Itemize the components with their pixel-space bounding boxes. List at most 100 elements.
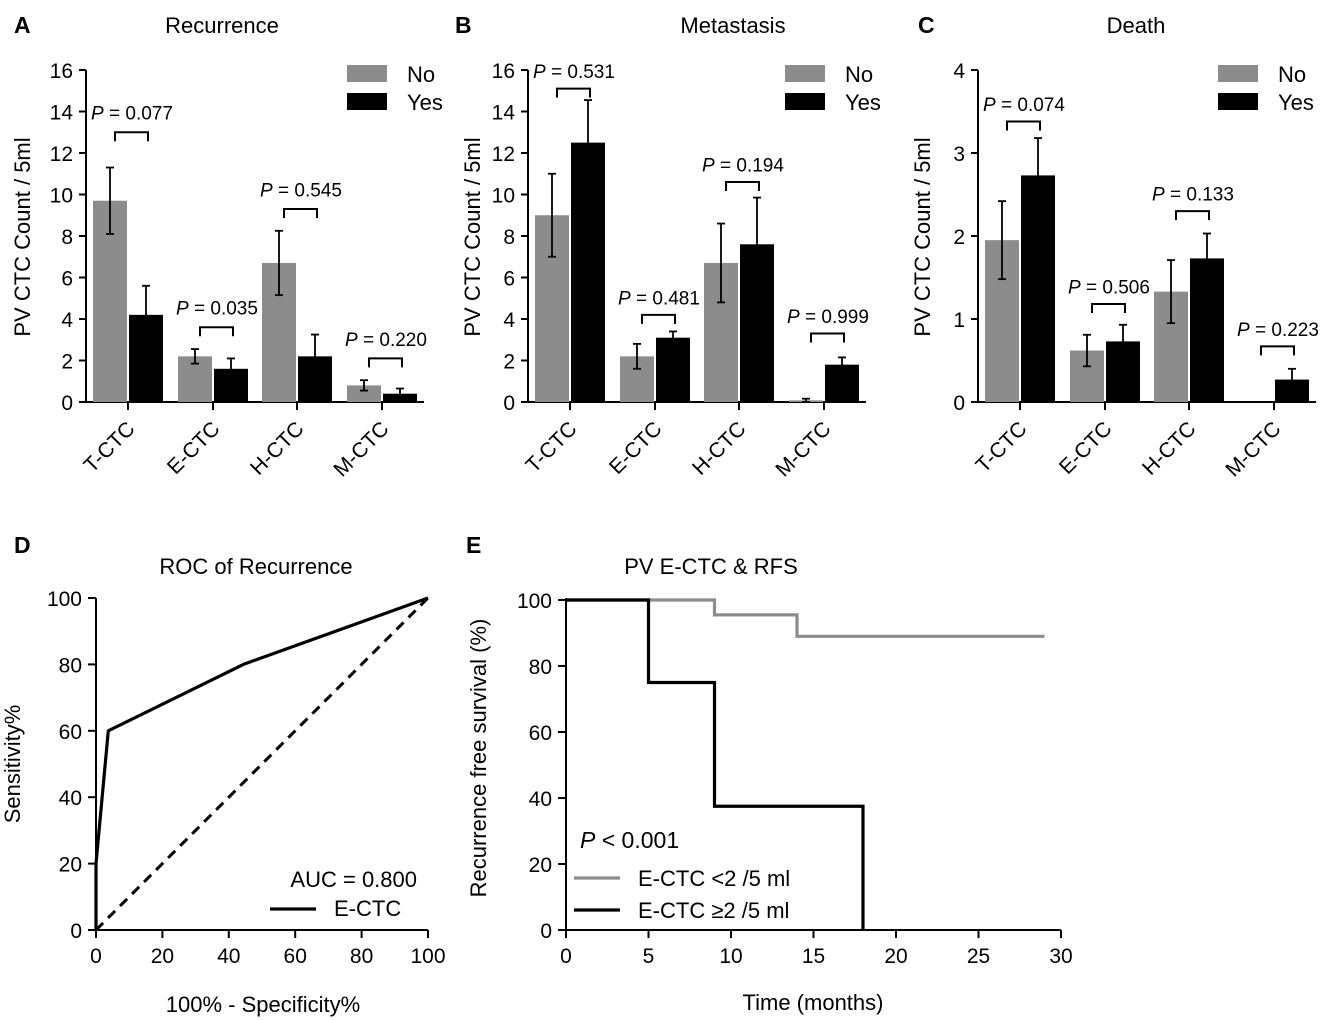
x-tick-label: M-CTC xyxy=(771,417,835,481)
legend-label-yes: Yes xyxy=(1278,90,1314,115)
p-symbol: P xyxy=(983,95,996,116)
p-value-label: P = 0.531 xyxy=(533,62,615,83)
y-tick-label: 14 xyxy=(492,102,516,125)
p-symbol: P xyxy=(91,104,104,125)
significance-bracket xyxy=(283,208,318,219)
p-value: = 0.223 xyxy=(1250,320,1319,341)
p-symbol: P xyxy=(787,307,800,328)
legend-swatch-no xyxy=(785,65,825,82)
chart-title: Recurrence xyxy=(165,13,279,38)
x-tick-label: 100 xyxy=(410,945,445,968)
y-axis-label: PV CTC Count / 5ml xyxy=(460,137,485,336)
y-tick-label: 80 xyxy=(529,656,552,679)
x-tick-label: 15 xyxy=(802,945,825,968)
p-symbol: P xyxy=(176,299,189,320)
p-value-label: P = 0.545 xyxy=(260,180,342,201)
survival-curve-high xyxy=(566,598,865,930)
legend-label-yes: Yes xyxy=(845,90,881,115)
y-axis-label: PV CTC Count / 5ml xyxy=(910,137,935,336)
y-tick-label: 14 xyxy=(50,102,74,125)
significance-bracket xyxy=(368,357,403,368)
p-value-label: P = 0.223 xyxy=(1237,320,1319,341)
y-tick-label: 4 xyxy=(61,309,73,332)
y-tick-label: 10 xyxy=(492,185,515,208)
x-axis-label: 100% - Specificity% xyxy=(166,992,360,1017)
y-tick-label: 2 xyxy=(503,351,515,374)
x-tick-label: 20 xyxy=(151,945,174,968)
p-value-label: P = 0.074 xyxy=(983,95,1065,116)
panel-letter: A xyxy=(14,12,31,38)
significance-bracket xyxy=(199,326,234,337)
significance-bracket xyxy=(1260,345,1295,356)
x-tick-label: 40 xyxy=(217,945,240,968)
legend-label-yes: Yes xyxy=(407,90,443,115)
y-tick-label: 20 xyxy=(529,854,552,877)
x-tick-label: 25 xyxy=(967,945,990,968)
survival-curve-low xyxy=(566,598,1045,638)
y-axis-label: Sensitivity% xyxy=(0,705,25,824)
chart-title: Metastasis xyxy=(680,13,785,38)
p-symbol: P xyxy=(1237,320,1250,341)
p-value-label: P < 0.001 xyxy=(580,827,679,853)
legend-swatch-no xyxy=(347,65,387,82)
x-tick-label: H-CTC xyxy=(688,417,750,479)
y-tick-label: 2 xyxy=(61,351,73,374)
legend-label-low: E-CTC <2 /5 ml xyxy=(638,866,790,891)
p-value: = 0.194 xyxy=(715,155,785,176)
x-tick-label: T-CTC xyxy=(972,417,1032,477)
y-tick-label: 20 xyxy=(59,854,82,877)
y-tick-label: 1 xyxy=(953,309,965,332)
p-symbol: P xyxy=(702,155,715,176)
legend-label-no: No xyxy=(1278,62,1306,87)
significance-bracket xyxy=(1006,120,1041,131)
x-tick-label: E-CTC xyxy=(605,417,667,479)
x-tick-label: T-CTC xyxy=(522,417,582,477)
legend-swatch-yes xyxy=(347,93,387,110)
y-tick-label: 0 xyxy=(70,920,82,943)
x-tick-label: 10 xyxy=(719,945,742,968)
y-tick-label: 4 xyxy=(503,309,515,332)
p-symbol: P xyxy=(580,827,596,853)
x-tick-label: E-CTC xyxy=(163,417,225,479)
y-tick-label: 0 xyxy=(503,392,515,415)
y-tick-label: 2 xyxy=(953,226,965,249)
y-tick-label: 100 xyxy=(47,588,82,611)
chart-title: ROC of Recurrence xyxy=(159,554,352,579)
bar-yes xyxy=(656,337,690,402)
p-value: = 0.074 xyxy=(996,95,1066,116)
panel-letter: B xyxy=(455,12,472,38)
y-axis-label: PV CTC Count / 5ml xyxy=(10,137,35,336)
x-tick-label: 5 xyxy=(643,945,655,968)
significance-bracket xyxy=(1091,303,1126,314)
x-tick-label: 30 xyxy=(1049,945,1072,968)
significance-bracket xyxy=(641,313,676,324)
p-symbol: P xyxy=(618,288,631,309)
x-tick-label: 0 xyxy=(560,945,572,968)
legend-label-e-ctc: E-CTC xyxy=(334,896,401,921)
y-tick-label: 0 xyxy=(953,392,965,415)
y-tick-label: 6 xyxy=(503,268,515,291)
y-tick-label: 60 xyxy=(59,721,82,744)
y-tick-label: 80 xyxy=(59,654,82,677)
x-tick-label: 80 xyxy=(350,945,373,968)
p-value: = 0.481 xyxy=(631,288,700,309)
y-tick-label: 8 xyxy=(503,226,515,249)
bar-no xyxy=(347,385,381,402)
y-tick-label: 6 xyxy=(61,268,73,291)
p-value-label: P = 0.077 xyxy=(91,104,173,125)
p-symbol: P xyxy=(345,330,358,351)
legend-label-high: E-CTC ≥2 /5 ml xyxy=(638,898,789,923)
y-tick-label: 3 xyxy=(953,143,965,166)
y-axis-label: Recurrence free survival (%) xyxy=(466,619,491,898)
y-tick-label: 12 xyxy=(50,143,73,166)
significance-bracket xyxy=(810,332,845,343)
p-value: = 0.077 xyxy=(104,104,173,125)
p-value-label: P = 0.999 xyxy=(787,307,869,328)
y-tick-label: 0 xyxy=(540,920,552,943)
chart-title: PV E-CTC & RFS xyxy=(624,554,798,579)
y-tick-label: 4 xyxy=(953,60,965,83)
p-value: = 0.506 xyxy=(1081,277,1150,298)
significance-bracket xyxy=(114,131,149,142)
p-value: = 0.220 xyxy=(358,330,427,351)
